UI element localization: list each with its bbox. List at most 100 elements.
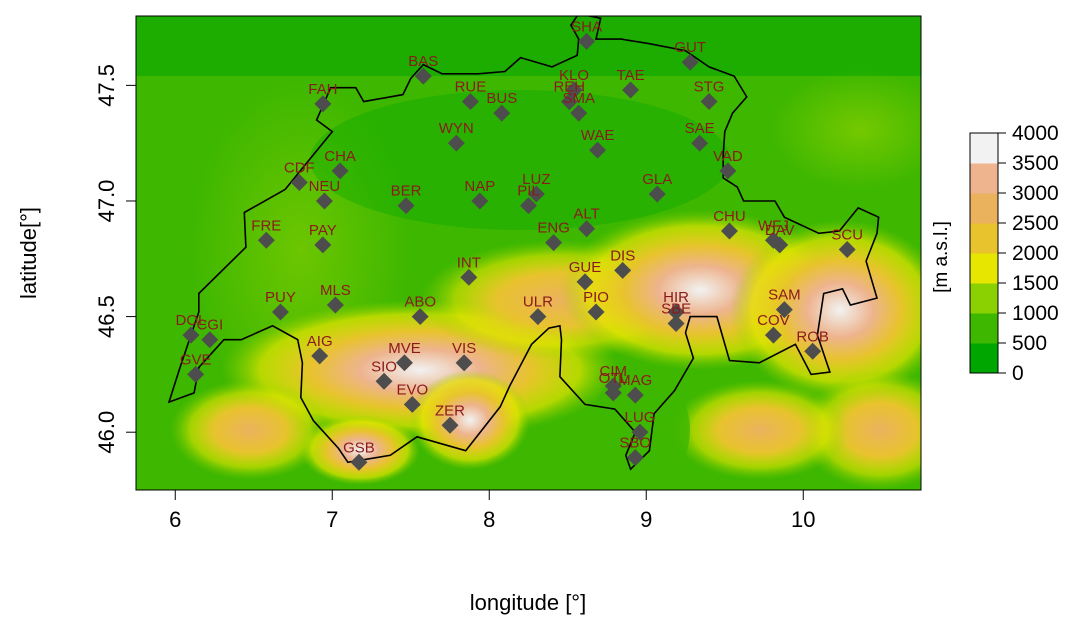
border-line [167, 16, 880, 471]
y-axis: 46.0 46.5 47.0 47.5 [94, 64, 137, 454]
elevation-raster [136, 16, 921, 490]
station-marker [691, 134, 709, 152]
legend-color-bin [970, 343, 998, 374]
y-tick-label: 46.5 [94, 295, 119, 338]
station-label: SCU [831, 227, 863, 244]
station-marker [775, 301, 793, 319]
station-marker [455, 354, 473, 372]
station-label: SMA [562, 90, 595, 107]
station-marker [587, 303, 605, 321]
station-label: GVE [180, 351, 212, 368]
country-border [167, 16, 880, 471]
station-marker [315, 192, 333, 210]
legend-color-bin [970, 163, 998, 194]
station-label: VAD [713, 148, 743, 165]
station-label: ULR [523, 294, 553, 311]
x-tick-label: 10 [791, 507, 815, 532]
legend-color-bin [970, 223, 998, 254]
station-label: DOL [176, 312, 207, 329]
station-label: SIO [371, 358, 397, 375]
station-label: CHA [324, 148, 356, 165]
legend-color-bin [970, 253, 998, 284]
legend-tick-label: 3500 [1012, 152, 1059, 175]
station-marker [311, 347, 329, 365]
station-label: ALT [573, 206, 599, 223]
station-label: GUE [569, 259, 602, 276]
station-marker [403, 395, 421, 413]
station-label: FAH [308, 81, 337, 98]
station-marker [447, 134, 465, 152]
legend-tick-label: 3000 [1012, 182, 1059, 205]
station-label: WYN [439, 120, 474, 137]
y-tick-label: 46.0 [94, 411, 119, 454]
station-label: PAY [309, 222, 337, 239]
station-label: LUG [625, 409, 656, 426]
station-label: MLS [320, 282, 351, 299]
station-marker [271, 303, 289, 321]
station-label: BER [391, 183, 422, 200]
legend-tick-label: 500 [1012, 332, 1047, 355]
x-tick-label: 9 [640, 507, 652, 532]
station-marker [529, 308, 547, 326]
station-label: CHU [713, 208, 746, 225]
station-label: SBO [619, 435, 651, 452]
station-marker [460, 268, 478, 286]
y-tick-label: 47.5 [94, 64, 119, 107]
legend-color-bin [970, 193, 998, 224]
station-label: GLA [642, 171, 672, 188]
station-marker [614, 261, 632, 279]
station-marker [804, 342, 822, 360]
legend-title: [m a.s.l.] [931, 221, 952, 293]
station-label: GSB [343, 439, 375, 456]
station-label: LUZ [522, 171, 550, 188]
x-tick-label: 6 [169, 507, 181, 532]
station-marker [350, 453, 368, 471]
station-marker [667, 315, 685, 332]
station-label: CIM [600, 363, 628, 380]
station-marker [578, 220, 596, 238]
x-axis-title: longitude [°] [470, 590, 586, 615]
station-label: MVE [388, 340, 421, 357]
station-label: BAS [408, 53, 438, 70]
legend-tick-label: 1000 [1012, 302, 1059, 325]
station-label: AIG [307, 333, 333, 350]
station-label: SAE [685, 120, 715, 137]
station-label: STG [694, 79, 725, 96]
station-label: SHA [571, 18, 602, 35]
station-label: GUT [674, 39, 706, 56]
station-marker [290, 173, 308, 191]
station-marker [667, 303, 685, 321]
station-label: FRE [251, 217, 281, 234]
station-marker [314, 236, 332, 254]
station-marker [397, 197, 415, 215]
station-label: MAG [618, 372, 652, 389]
y-tick-label: 47.0 [94, 180, 119, 223]
station-marker [764, 326, 782, 344]
legend-tick-label: 2000 [1012, 242, 1059, 265]
station-label: BUS [486, 90, 517, 107]
station-marker [604, 384, 622, 402]
station-marker [314, 95, 332, 113]
legend-color-bin [970, 283, 998, 314]
station-label: PIL [517, 183, 540, 200]
station-label: RUE [455, 79, 487, 96]
station-label: NEU [309, 178, 341, 195]
x-tick-label: 8 [483, 507, 495, 532]
station-marker [622, 81, 640, 99]
y-axis-title: latitude[°] [16, 207, 41, 299]
legend-tick-label: 0 [1012, 362, 1024, 385]
station-label: CDF [284, 159, 315, 176]
station-label: WFJ [758, 217, 789, 234]
station-marker [520, 197, 537, 215]
station-label: PUY [265, 289, 296, 306]
station-label: ABO [404, 294, 436, 311]
station-label: CGI [196, 317, 223, 334]
station-marker [545, 234, 563, 252]
station-label: WAE [581, 127, 615, 144]
station-label: REH [553, 79, 585, 96]
legend-color-bin [970, 133, 998, 164]
legend-tick-label: 4000 [1012, 122, 1059, 145]
legend-tick-label: 2500 [1012, 212, 1059, 235]
station-label: TAE [617, 67, 645, 84]
